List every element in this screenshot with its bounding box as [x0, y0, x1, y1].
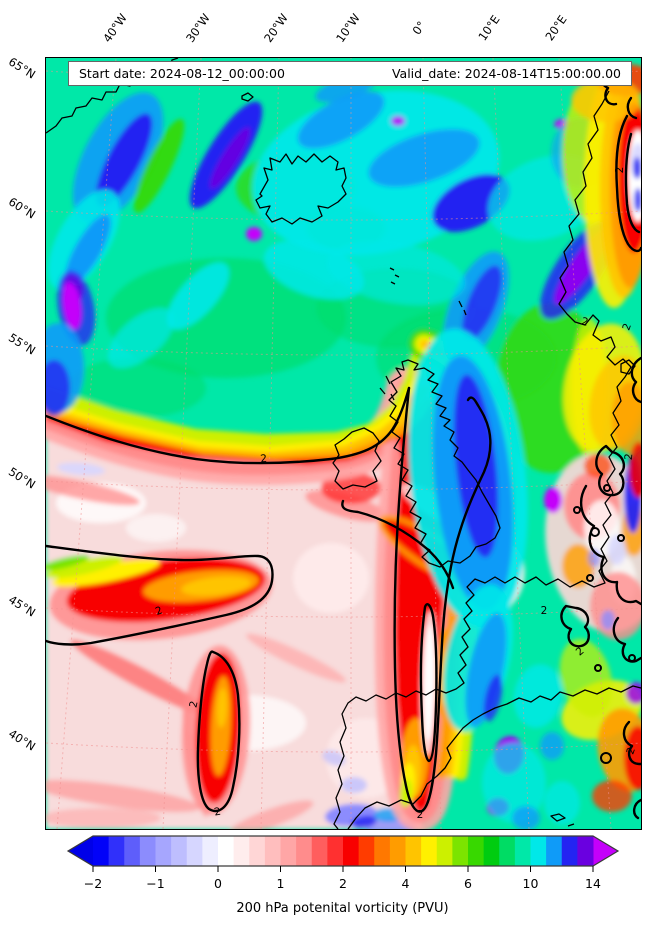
lat-tick-label: 60°N [5, 194, 39, 222]
colorbar-tick-label: 6 [464, 876, 472, 891]
lon-tick-label: 20°W [261, 10, 291, 46]
contour-label: 2 [620, 322, 634, 332]
colorbar-caption: 200 hPa potenital vorticity (PVU) [236, 901, 449, 916]
lon-tick-label: 30°W [183, 10, 213, 46]
contour-label: 2 [580, 315, 590, 328]
colorbar-tick-label: −2 [84, 876, 102, 891]
colorbar-tick-label: 1 [277, 876, 285, 891]
lon-tick-label: 40°W [100, 10, 130, 46]
lon-tick-label: 10°E [475, 12, 503, 44]
lon-tick-label: 20°E [542, 12, 570, 44]
contour-label: 2 [541, 605, 548, 617]
lon-tick-label: 10°W [333, 10, 363, 46]
lat-tick-label: 45°N [5, 592, 39, 620]
colorbar-tick-label: −1 [146, 876, 164, 891]
contour-label: 2 [188, 700, 201, 709]
colorbar-tick-label: 4 [402, 876, 410, 891]
contour-label: 2 [417, 809, 424, 821]
colorbar-tick-label: 2 [339, 876, 347, 891]
contour-label: 2 [614, 167, 626, 174]
lat-tick-label: 65°N [5, 54, 39, 82]
contour-label: 2 [260, 453, 268, 466]
colorbar-tick-label: 0 [214, 876, 222, 891]
contour-label: 2 [154, 604, 164, 618]
colorbar-tick-label: 14 [585, 876, 601, 891]
colorbar: −2 −1 0 1 2 4 6 10 14 [66, 835, 620, 891]
coastlines [46, 58, 641, 829]
lat-tick-label: 50°N [5, 464, 39, 492]
lon-tick-label: 0° [409, 18, 429, 38]
pv-2-contours [46, 64, 641, 820]
valid-date-text: Valid_date: 2024-08-14T15:00:00.00 [391, 66, 621, 81]
contour-label: 2 [624, 746, 638, 756]
date-header-bar: Start date: 2024-08-12_00:00:00 Valid_da… [68, 61, 632, 86]
contour-label: 2 [623, 453, 636, 461]
lat-tick-label: 40°N [5, 726, 39, 754]
colorbar-tick-label: 10 [523, 876, 539, 891]
lat-tick-label: 55°N [5, 330, 39, 358]
start-date-text: Start date: 2024-08-12_00:00:00 [79, 66, 285, 81]
contour-label: 2 [213, 806, 222, 819]
